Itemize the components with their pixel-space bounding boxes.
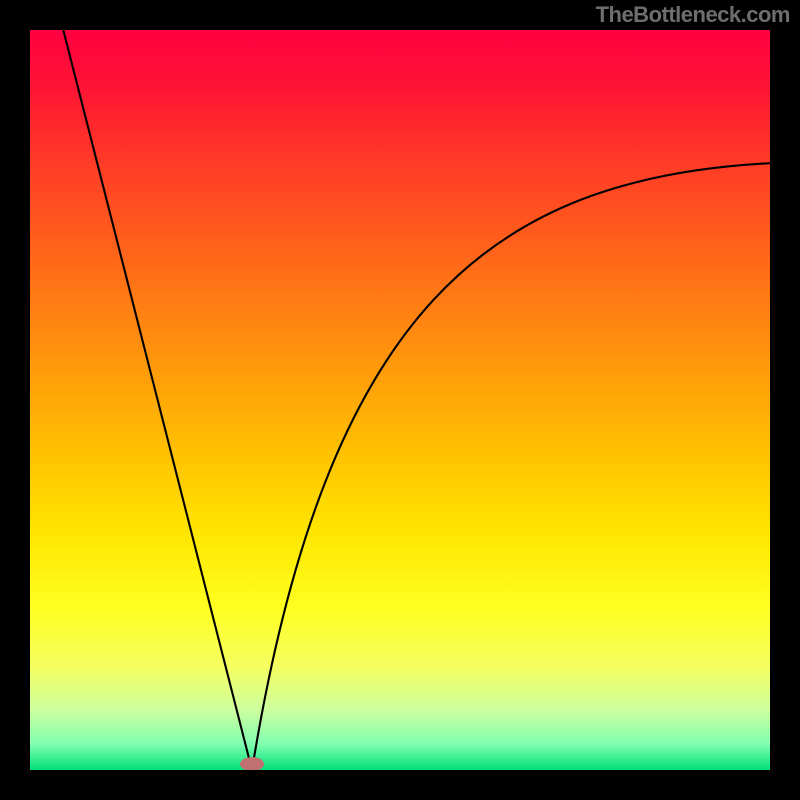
chart-svg (30, 30, 770, 770)
watermark-text: TheBottleneck.com (596, 2, 790, 28)
plot-area (30, 30, 770, 770)
gradient-background (30, 30, 770, 770)
chart-container: { "watermark": "TheBottleneck.com", "lay… (0, 0, 800, 800)
